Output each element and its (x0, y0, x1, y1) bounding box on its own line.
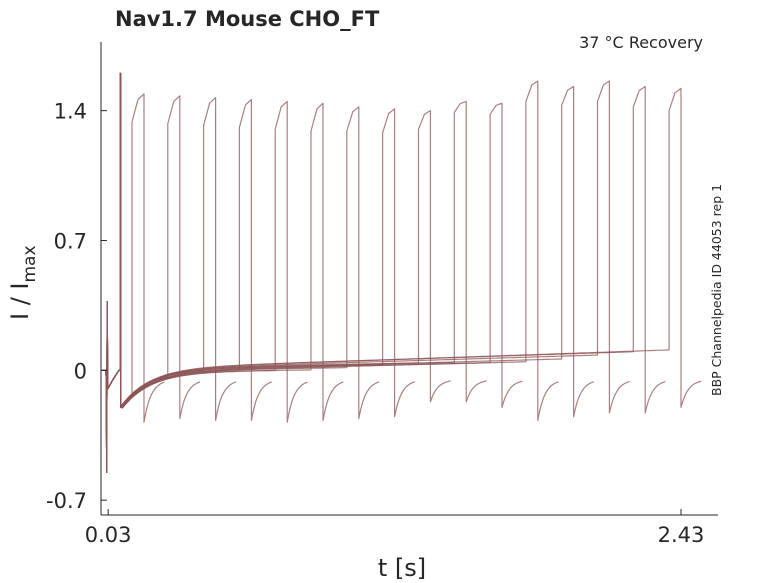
y-tick-label: 1.4 (54, 100, 87, 124)
y-axis-label-main: I / I (6, 283, 34, 321)
sweep-trace-12 (102, 72, 559, 473)
y-tick-label: 0 (74, 359, 87, 383)
sweep-trace-9 (102, 72, 451, 473)
chart-title: Nav1.7 Mouse CHO_FT (115, 7, 380, 31)
protocol-annotation: 37 °C Recovery (579, 33, 703, 52)
sweep-trace-3 (102, 72, 237, 473)
sweep-trace-8 (102, 72, 416, 473)
x-axis-label: t [s] (378, 554, 426, 582)
source-label: BBP Channelpedia ID 44053 rep 1 (709, 184, 724, 396)
sweep-trace-10 (102, 72, 487, 473)
sweep-trace-6 (102, 72, 344, 473)
sweep-trace-13 (102, 72, 595, 473)
current-traces (102, 72, 702, 473)
sweep-trace-4 (102, 72, 272, 473)
sweep-trace-14 (102, 72, 630, 473)
sweep-trace-1 (102, 72, 165, 473)
sweep-trace-11 (102, 72, 523, 473)
sweep-trace-2 (102, 72, 201, 473)
y-axis-label: I / Imax (6, 245, 40, 320)
sweep-trace-15 (102, 72, 666, 473)
y-axis-label-sub: max (20, 245, 40, 282)
sweep-trace-5 (102, 72, 308, 473)
y-tick-label: -0.7 (46, 489, 87, 513)
y-tick-label: 0.7 (54, 229, 87, 253)
sweep-trace-16 (102, 72, 702, 473)
x-tick-label: 2.43 (658, 523, 705, 547)
axes: -0.7 0 0.7 1.4 0.03 2.43 (46, 42, 718, 547)
x-tick-label: 0.03 (85, 523, 132, 547)
